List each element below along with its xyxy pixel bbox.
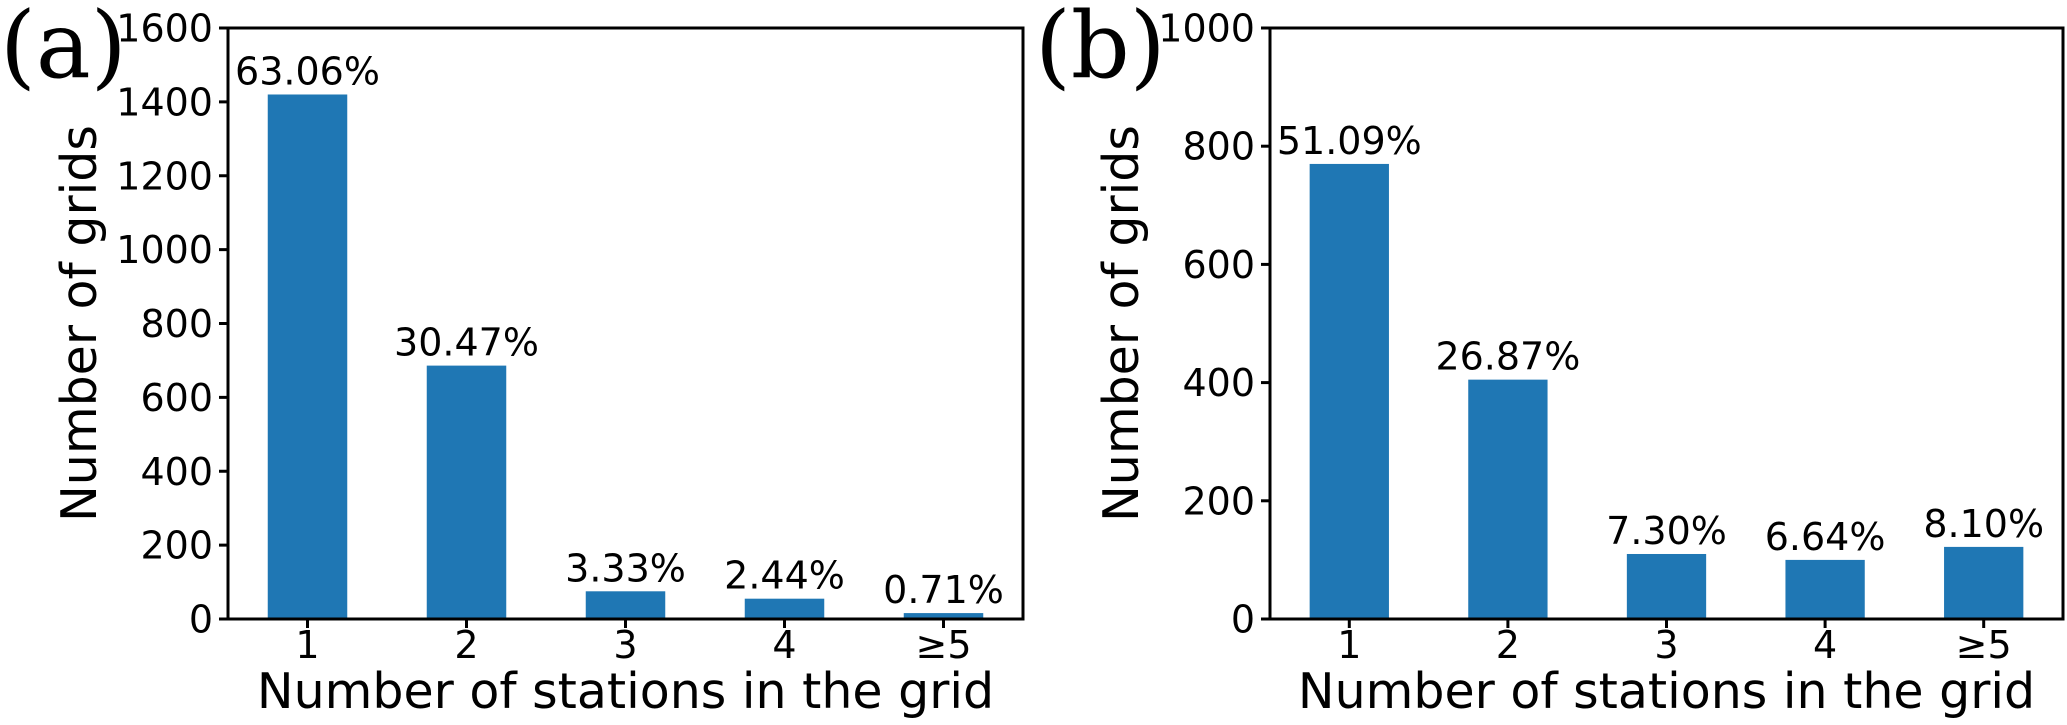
panel-label-b: (b) (1035, 0, 1166, 99)
bar-value-label: 0.71% (883, 568, 1004, 612)
bar-value-label: 8.10% (1923, 502, 2044, 546)
x-axis-title-a: Number of stations in the grid (257, 663, 994, 720)
bar (744, 598, 825, 619)
y-tick-label: 0 (189, 598, 213, 642)
x-tick-label: 2 (454, 623, 478, 667)
y-tick-label: 1400 (116, 80, 213, 124)
x-tick-label: 4 (772, 623, 796, 667)
y-tick-label: 200 (1182, 479, 1255, 523)
bar (267, 94, 348, 620)
plot-frame (1268, 26, 2065, 621)
x-tick-label: ≥5 (915, 623, 971, 667)
plot-frame (226, 26, 1025, 621)
y-tick-label: 1000 (1158, 7, 1255, 51)
y-tick-label: 400 (140, 450, 213, 494)
bar-value-label: 2.44% (724, 554, 845, 598)
y-tick-label: 200 (140, 524, 213, 568)
y-axis-title-b: Number of grids (1093, 125, 1150, 522)
y-tick-label: 600 (140, 376, 213, 420)
bar-value-label: 7.30% (1606, 509, 1727, 553)
bar (903, 613, 984, 619)
x-tick-label: 2 (1496, 623, 1520, 667)
panel-b: (b) Number of grids Number of stations i… (1035, 0, 2065, 720)
x-tick-label: 1 (295, 623, 319, 667)
bar (1309, 163, 1389, 619)
x-tick-label: 4 (1813, 623, 1837, 667)
y-tick-label: 800 (1182, 125, 1255, 169)
bar-value-label: 51.09% (1277, 119, 1422, 163)
bar (1944, 546, 2024, 619)
x-tick-label: 3 (613, 623, 637, 667)
y-tick-label: 1200 (116, 154, 213, 198)
y-tick-label: 1000 (116, 228, 213, 272)
y-tick-label: 0 (1231, 598, 1255, 642)
y-axis-title-a: Number of grids (51, 125, 108, 522)
bar-value-label: 30.47% (394, 321, 539, 365)
panel-label-a: (a) (0, 0, 127, 99)
x-tick-label: 1 (1337, 623, 1361, 667)
bar-value-label: 6.64% (1765, 515, 1886, 559)
plot-area-a: 63.06% 1 30.47% 2 3.33% 3 2.44% 4 0.71% ≥5 0 200 400… (116, 7, 1025, 667)
bar (426, 365, 507, 619)
y-tick-label: 800 (140, 302, 213, 346)
bar (585, 591, 666, 619)
y-tick-label: 400 (1182, 361, 1255, 405)
plot-area-b: 51.09% 1 26.87% 2 7.30% 3 6.64% 4 8.10% ≥5 0 200 400… (1158, 7, 2065, 667)
bar (1626, 553, 1707, 619)
x-tick-label: 3 (1654, 623, 1678, 667)
x-axis-title-b: Number of stations in the grid (1298, 663, 2035, 720)
panel-a: (a) Number of grids Number of stations i… (0, 0, 1025, 720)
x-tick-label: ≥5 (1956, 623, 2012, 667)
bar-value-label: 3.33% (565, 546, 686, 590)
bar-value-label: 63.06% (235, 49, 380, 93)
y-tick-label: 600 (1182, 243, 1255, 287)
bar (1468, 379, 1548, 619)
y-tick-label: 1600 (116, 7, 213, 51)
bar-value-label: 26.87% (1435, 335, 1580, 379)
bar (1785, 559, 1865, 619)
